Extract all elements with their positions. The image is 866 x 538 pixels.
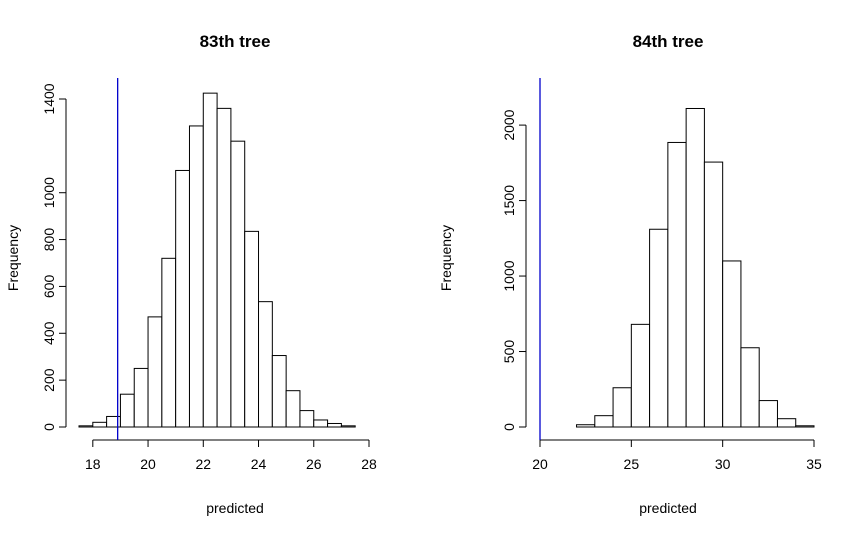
histogram-bar xyxy=(340,425,356,428)
x-tick-label: 28 xyxy=(361,456,377,472)
histogram-bar xyxy=(776,418,797,428)
histogram-bar xyxy=(722,260,742,428)
histogram-bar xyxy=(119,393,135,428)
x-axis: 18 20 22 24 26 28 xyxy=(85,439,377,472)
chart-title: 84th tree xyxy=(633,32,704,51)
histogram-bar xyxy=(703,161,724,428)
y-tick-label: 800 xyxy=(41,228,57,252)
histogram-bars xyxy=(78,92,356,428)
histogram-bar xyxy=(133,367,149,428)
histogram-bar xyxy=(740,347,760,428)
histogram-bar xyxy=(327,422,342,428)
histogram-bar xyxy=(313,419,329,428)
histogram-bar xyxy=(285,390,301,428)
chart-panel-84th-tree: 84th tree Frequency predicted 20 25 30 35 0… xyxy=(438,32,822,516)
x-tick-label: 30 xyxy=(715,456,731,472)
histogram-bar xyxy=(795,425,815,428)
histogram-bar xyxy=(175,169,190,428)
y-tick-label: 0 xyxy=(41,423,57,431)
x-tick-label: 18 xyxy=(85,456,101,472)
x-tick-label: 26 xyxy=(306,456,322,472)
histogram-bar xyxy=(202,92,218,428)
histogram-bar xyxy=(612,387,632,428)
x-tick-label: 20 xyxy=(140,456,156,472)
x-axis-label: predicted xyxy=(206,500,264,516)
x-axis: 20 25 30 35 xyxy=(532,439,822,472)
x-tick-label: 22 xyxy=(195,456,211,472)
histogram-bar xyxy=(685,107,705,428)
y-tick-label: 500 xyxy=(501,340,517,364)
histogram-bar xyxy=(92,421,108,428)
y-tick-label: 2000 xyxy=(501,109,517,140)
y-tick-label: 1000 xyxy=(501,260,517,291)
histogram-bar xyxy=(299,410,315,428)
histogram-bar xyxy=(230,140,246,428)
y-tick-label: 1400 xyxy=(41,83,57,114)
chart-title: 83th tree xyxy=(200,32,271,51)
histogram-bar xyxy=(216,107,232,428)
histogram-bar xyxy=(758,400,778,428)
histogram-bar xyxy=(576,424,596,428)
x-tick-label: 20 xyxy=(532,456,548,472)
histogram-bar xyxy=(649,228,669,428)
x-tick-label: 35 xyxy=(806,456,822,472)
y-axis-label: Frequency xyxy=(5,225,21,291)
y-tick-label: 1500 xyxy=(501,185,517,216)
histogram-bar xyxy=(667,141,687,428)
histogram-bar xyxy=(244,230,260,428)
y-axis: 0 500 1000 1500 2000 xyxy=(501,109,527,431)
histogram-bar xyxy=(271,355,287,428)
x-tick-label: 24 xyxy=(251,456,267,472)
histogram-bars xyxy=(576,107,815,428)
y-tick-label: 0 xyxy=(501,423,517,431)
x-axis-label: predicted xyxy=(639,500,697,516)
histogram-bar xyxy=(594,415,614,428)
histogram-bar xyxy=(188,125,204,428)
histogram-bar xyxy=(147,316,163,428)
chart-panel-83th-tree: 83th tree Frequency predicted 18 20 22 24 26… xyxy=(5,32,377,516)
histogram-bar xyxy=(78,425,94,428)
histogram-bar xyxy=(161,257,177,428)
y-tick-label: 200 xyxy=(41,368,57,392)
histogram-bar xyxy=(630,323,651,428)
histogram-bar xyxy=(106,415,121,428)
histogram-bar xyxy=(258,301,273,428)
y-tick-label: 400 xyxy=(41,321,57,345)
x-tick-label: 25 xyxy=(624,456,640,472)
y-tick-label: 600 xyxy=(41,275,57,299)
y-tick-label: 1000 xyxy=(41,177,57,208)
y-axis: 0 200 400 600 800 1000 1400 xyxy=(41,83,67,431)
y-axis-label: Frequency xyxy=(438,225,454,291)
